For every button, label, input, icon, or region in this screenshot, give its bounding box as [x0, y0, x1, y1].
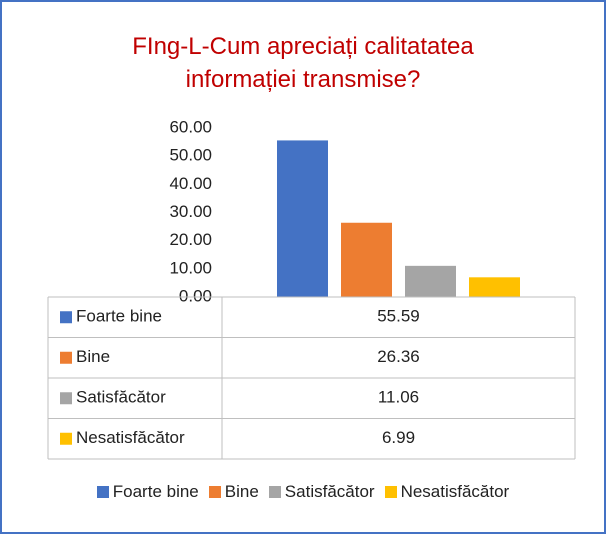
bar — [277, 140, 328, 297]
legend-swatch — [96, 486, 109, 498]
legend: Foarte bine Bine Satisfăcător Nesatisfăcăto… — [0, 482, 606, 502]
table-value: 26.36 — [377, 347, 420, 366]
table-legend-key — [60, 351, 72, 364]
table-row-label: Nesatisfăcător — [76, 428, 185, 447]
table-value: 6.99 — [382, 428, 415, 447]
legend-item: Nesatisfăcător — [384, 482, 510, 502]
table-legend-key — [60, 392, 72, 405]
legend-label: Nesatisfăcător — [400, 482, 510, 501]
y-tick-label: 40.00 — [169, 174, 212, 193]
table-legend-key — [60, 311, 72, 324]
y-tick-label: 0.00 — [179, 286, 212, 305]
table-row-label: Bine — [76, 347, 110, 366]
legend-label: Foarte bine — [112, 482, 199, 501]
y-tick-label: 50.00 — [169, 146, 212, 165]
bar — [469, 277, 520, 297]
bar — [341, 222, 392, 297]
legend-item: Bine — [208, 482, 259, 502]
legend-swatch — [384, 486, 397, 498]
y-tick-label: 10.00 — [169, 258, 212, 277]
legend-item: Foarte bine — [96, 482, 199, 502]
y-tick-label: 20.00 — [169, 230, 212, 249]
table-value: 55.59 — [377, 307, 420, 326]
table-legend-key — [60, 432, 72, 445]
bar — [405, 265, 456, 297]
legend-swatch — [208, 486, 221, 498]
y-tick-label: 30.00 — [169, 202, 212, 221]
table-row-label: Satisfăcător — [76, 388, 166, 407]
legend-label: Bine — [224, 482, 259, 501]
legend-label: Satisfăcător — [284, 482, 375, 501]
y-tick-label: 60.00 — [169, 117, 212, 136]
table-value: 11.06 — [378, 388, 419, 407]
legend-swatch — [268, 486, 281, 498]
table-row-label: Foarte bine — [76, 307, 162, 326]
chart-title: FIng-L-Cum apreciați calitatatea informa… — [132, 33, 474, 93]
legend-item: Satisfăcător — [268, 482, 375, 502]
